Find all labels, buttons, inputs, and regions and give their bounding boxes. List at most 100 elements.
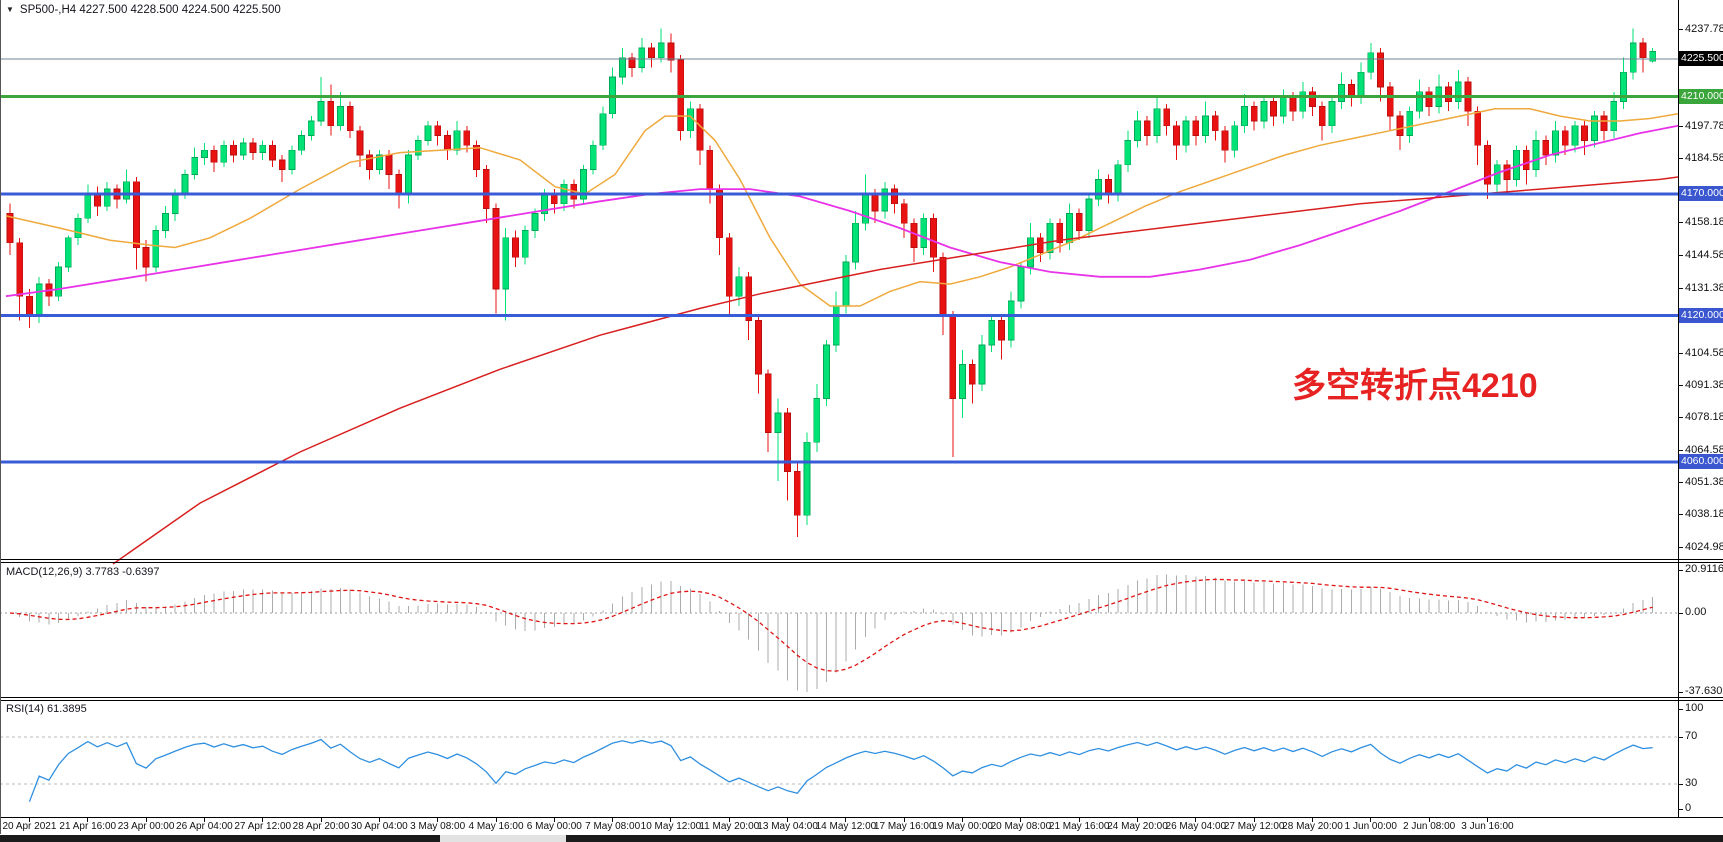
- bear-candle-body: [891, 188, 898, 205]
- bear-candle-body: [26, 295, 33, 317]
- bear-candle-body: [142, 247, 150, 268]
- macd-axis-tick: [1678, 569, 1683, 571]
- chevron-down-icon[interactable]: ▼: [6, 5, 14, 14]
- time-tick: [145, 818, 147, 822]
- bear-candle-body: [395, 174, 403, 195]
- time-tick: [378, 818, 380, 822]
- bear-candle-body: [667, 42, 675, 61]
- bear-candle-body: [755, 320, 762, 375]
- bull-candle-body: [1241, 105, 1248, 127]
- price-badge-4060.000: 4060.000: [1679, 454, 1723, 470]
- bull-candle-body: [1299, 91, 1307, 112]
- time-tick: [845, 818, 847, 822]
- bull-candle-body: [239, 142, 247, 156]
- bull-candle-body: [123, 181, 131, 200]
- bull-candle-body: [1629, 42, 1637, 73]
- macd-axis-label: 20.9116: [1685, 563, 1723, 575]
- price-axis-label: 4024.980: [1685, 540, 1723, 553]
- panel-separator: [0, 697, 1723, 698]
- time-tick: [728, 818, 730, 822]
- rsi-axis-tick: [1678, 736, 1683, 738]
- price-tick: [1678, 514, 1683, 516]
- pivot-annotation-text: 多空转折点4210: [1292, 367, 1538, 405]
- horizontal-scrollbar[interactable]: [0, 835, 1723, 842]
- price-axis-line: [1678, 0, 1679, 818]
- bull-candle-body: [64, 237, 72, 268]
- bear-candle-body: [1036, 237, 1044, 253]
- time-tick: [612, 818, 614, 822]
- panel-separator: [0, 700, 1723, 701]
- bear-candle-body: [628, 57, 636, 68]
- bull-candle-body: [1406, 110, 1414, 136]
- time-axis-label: 28 May 20:00: [1282, 821, 1343, 832]
- bear-candle-body: [278, 159, 286, 171]
- price-tick: [1678, 417, 1683, 418]
- bear-candle-body: [366, 154, 374, 171]
- scrollbar-thumb[interactable]: [440, 835, 566, 842]
- time-tick: [203, 818, 205, 822]
- bear-candle-body: [1484, 144, 1491, 185]
- price-tick: [1678, 255, 1683, 257]
- bull-candle-body: [521, 230, 529, 258]
- price-badge-4225.500: 4225.500: [1679, 51, 1723, 67]
- bull-candle-body: [842, 261, 850, 307]
- bull-candle-body: [1182, 120, 1190, 146]
- bear-candle-body: [1425, 91, 1433, 107]
- time-tick: [1195, 818, 1197, 822]
- bull-candle-body: [1610, 101, 1618, 132]
- bear-candle-body: [1542, 140, 1550, 156]
- bull-candle-body: [988, 320, 996, 346]
- price-tick: [1678, 222, 1683, 224]
- time-axis-label: 14 May 12:00: [815, 821, 877, 832]
- time-axis-label: 21 Apr 16:00: [59, 821, 117, 832]
- bear-candle-body: [249, 142, 257, 154]
- bull-candle-body: [502, 237, 510, 290]
- bear-candle-body: [793, 471, 801, 516]
- bull-candle-body: [1571, 125, 1579, 146]
- bull-candle-body: [337, 105, 344, 127]
- bear-candle-body: [443, 135, 451, 151]
- price-tick: [1678, 450, 1683, 452]
- price-tick: [1678, 352, 1683, 354]
- bull-candle-body: [55, 266, 62, 297]
- time-tick: [670, 818, 672, 822]
- bear-candle-body: [1639, 42, 1647, 59]
- bull-candle-body: [84, 193, 92, 219]
- time-tick: [495, 818, 497, 822]
- bear-candle-body: [1173, 125, 1180, 146]
- bull-candle-body: [735, 276, 743, 297]
- bull-candle-body: [424, 125, 432, 141]
- bull-candle-body: [599, 113, 607, 146]
- price-axis-label: 4078.180: [1685, 411, 1723, 423]
- bull-candle-body: [1114, 164, 1122, 195]
- bear-candle-body: [1192, 120, 1200, 136]
- bull-candle-body: [1202, 115, 1209, 136]
- time-axis-label: 23 Apr 00:00: [117, 821, 175, 832]
- macd-indicator-label: MACD(12,26,9) 3.7783 -0.6397: [6, 566, 160, 578]
- bull-candle-body: [1134, 120, 1141, 141]
- bull-candle-body: [181, 174, 189, 195]
- bull-candle-body: [959, 363, 966, 399]
- bull-candle-body: [1338, 84, 1346, 102]
- time-axis-label: 26 May 04:00: [1165, 821, 1227, 832]
- bear-candle-body: [764, 373, 772, 433]
- panel-separator: [0, 559, 1723, 560]
- time-axis-label: 19 May 00:00: [932, 821, 993, 832]
- time-tick: [1428, 818, 1430, 822]
- bull-candle-body: [298, 135, 306, 151]
- bear-candle-body: [648, 47, 655, 59]
- bear-candle-body: [1056, 222, 1064, 244]
- price-axis-label: 4131.380: [1685, 281, 1723, 294]
- bear-candle-body: [930, 217, 937, 258]
- chart-title-bar: ▼ SP500-,H4 4227.500 4228.500 4224.500 42…: [6, 4, 281, 16]
- time-axis-label: 20 Apr 2021: [2, 821, 57, 832]
- ma-fast-orange: [5, 108, 1679, 307]
- rsi-axis-label: 0: [1685, 802, 1692, 814]
- bear-candle-body: [1318, 105, 1326, 127]
- bull-candle-body: [1532, 140, 1540, 171]
- bull-candle-body: [1017, 266, 1025, 302]
- time-axis-label: 6 May 00:00: [526, 821, 582, 832]
- price-badge-4120.000: 4120.000: [1679, 308, 1723, 324]
